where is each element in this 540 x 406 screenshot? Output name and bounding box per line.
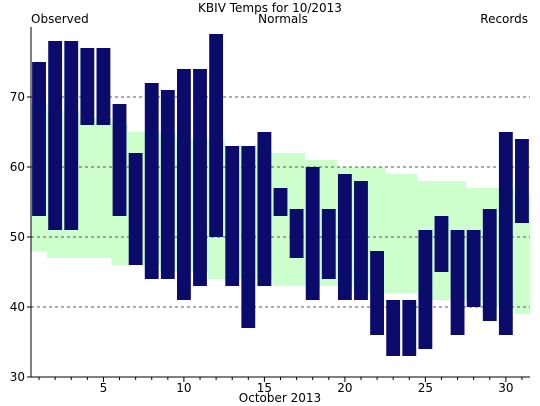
observed-bar	[418, 230, 433, 349]
y-tick-label: 70	[10, 90, 25, 104]
observed-bar	[257, 132, 272, 286]
observed-bar	[370, 251, 385, 335]
x-tick-label: 25	[418, 381, 433, 395]
normal-range-bar	[272, 153, 290, 286]
x-tick-label: 30	[498, 381, 513, 395]
normal-range-bar	[513, 195, 531, 314]
observed-bar	[144, 83, 159, 279]
observed-bar	[128, 153, 143, 265]
x-tick-label: 10	[176, 381, 191, 395]
observed-bar	[225, 146, 240, 286]
normal-range-bar	[95, 118, 112, 258]
legend-records: Records	[480, 12, 528, 26]
x-axis-label: October 2013	[239, 391, 321, 405]
legend-normals: Normals	[258, 12, 308, 26]
observed-bar	[80, 48, 95, 125]
y-tick-label: 60	[10, 160, 25, 174]
observed-bar	[386, 300, 401, 356]
x-tick-label: 20	[337, 381, 352, 395]
observed-bar	[289, 209, 304, 258]
observed-bar	[112, 104, 127, 216]
observed-bar	[482, 209, 497, 321]
observed-bar	[402, 300, 417, 356]
observed-bar	[354, 181, 368, 300]
y-tick-label: 30	[10, 370, 25, 384]
observed-bar	[321, 209, 336, 279]
observed-bar	[64, 41, 79, 230]
observed-bar	[434, 216, 449, 272]
observed-bar	[96, 48, 111, 125]
x-tick-label: 15	[257, 381, 272, 395]
observed-bar	[450, 230, 465, 335]
observed-bar	[498, 132, 513, 335]
observed-bar	[32, 62, 46, 216]
observed-bar	[176, 69, 191, 300]
observed-bar	[337, 174, 352, 300]
y-tick-label: 50	[10, 230, 25, 244]
observed-bar	[193, 69, 207, 286]
chart-title: KBIV Temps for 10/2013	[198, 1, 342, 15]
observed-bar	[515, 139, 529, 223]
observed-bar	[305, 167, 320, 300]
y-tick-label: 40	[10, 300, 25, 314]
plot-area: 30 40 50 60 70 5 10 15 20 25 30	[10, 27, 531, 395]
normal-range-bar	[385, 174, 402, 293]
observed-bar	[160, 90, 175, 279]
normal-range-bar	[79, 118, 96, 258]
legend-observed: Observed	[31, 12, 89, 26]
observed-bar	[48, 41, 63, 230]
observed-bar	[241, 146, 256, 328]
normal-range-bar	[401, 174, 418, 293]
observed-bar	[273, 188, 288, 216]
x-tick-label: 5	[100, 381, 108, 395]
observed-bar	[209, 34, 224, 237]
observed-bar	[466, 230, 481, 307]
